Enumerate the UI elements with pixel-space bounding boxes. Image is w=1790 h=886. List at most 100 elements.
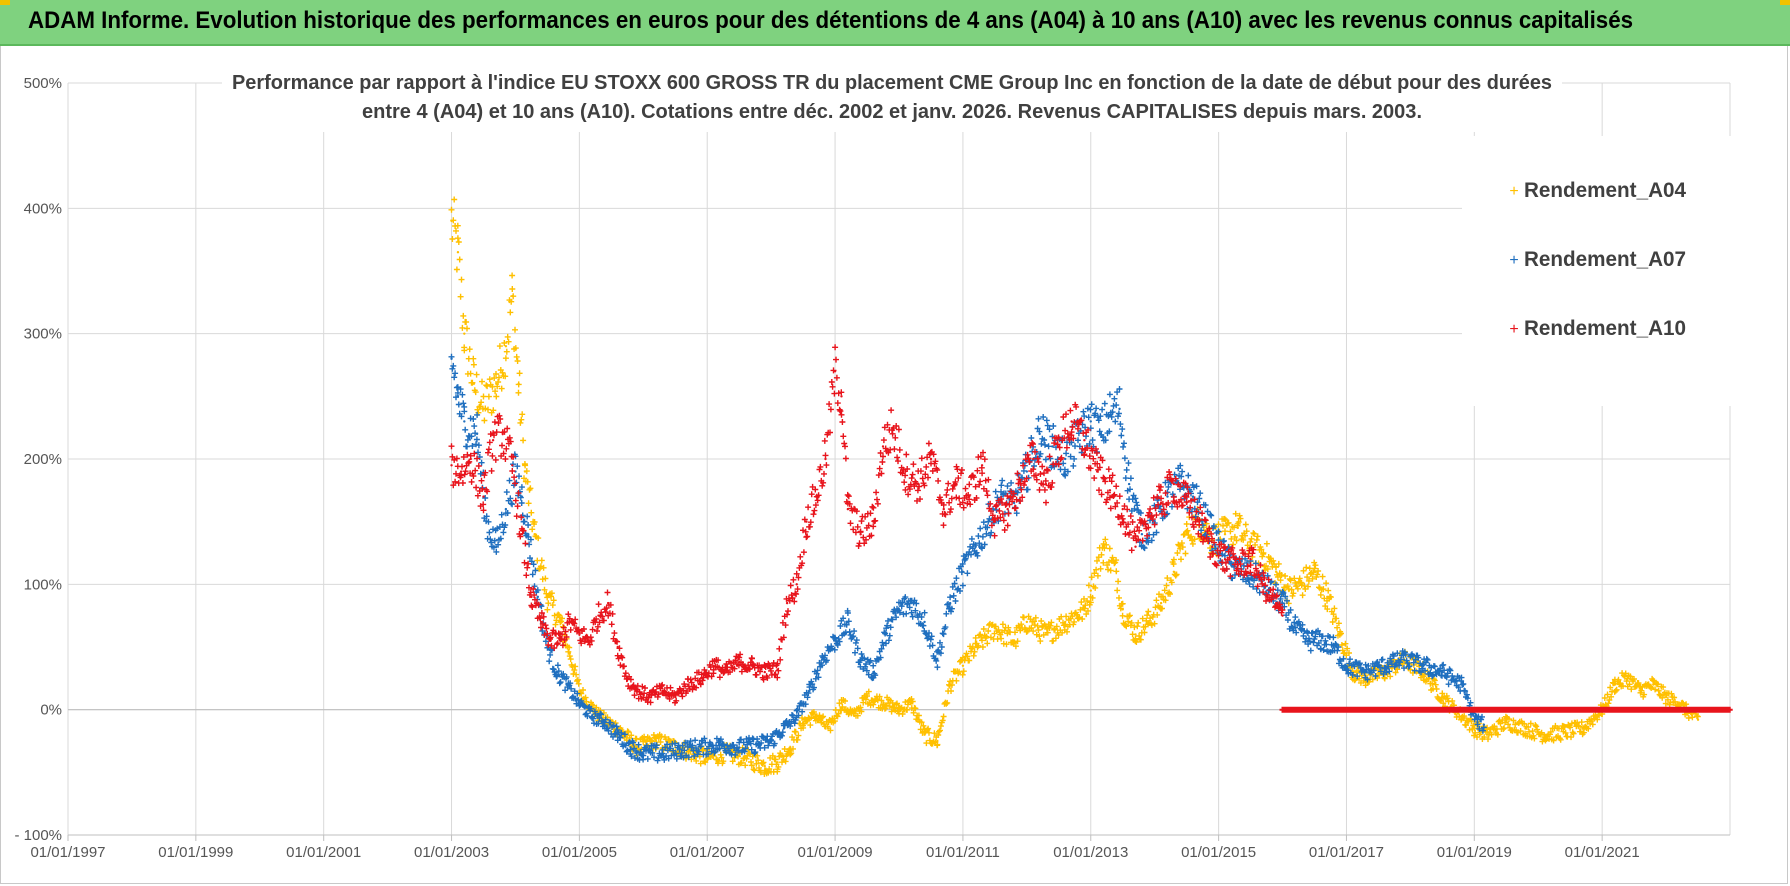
data-point <box>1025 620 1029 624</box>
series-rendement-a10-flat- <box>1279 706 1733 713</box>
data-point <box>1127 482 1131 486</box>
legend-label-a04: Rendement_A04 <box>1524 179 1686 202</box>
data-point <box>568 652 571 655</box>
data-point <box>504 507 508 511</box>
data-point <box>904 470 907 473</box>
data-point <box>590 714 594 718</box>
data-point <box>961 664 965 667</box>
data-point <box>1095 470 1099 473</box>
data-point <box>629 746 632 749</box>
x-tick-label: 01/01/2011 <box>926 844 1000 861</box>
data-point <box>923 620 926 624</box>
data-point <box>821 658 824 661</box>
data-point <box>504 345 508 348</box>
data-point <box>974 545 977 548</box>
x-tick-label: 01/01/2005 <box>542 844 617 861</box>
data-point <box>1076 439 1080 442</box>
data-point <box>463 420 466 423</box>
data-point <box>1121 507 1124 511</box>
data-point <box>1134 545 1137 548</box>
data-point <box>1185 501 1188 505</box>
data-point <box>923 733 926 736</box>
series-layer <box>448 196 1733 777</box>
data-point <box>1652 683 1655 686</box>
data-point <box>626 677 629 680</box>
legend-item-a04: + Rendement_A04 <box>1509 179 1686 202</box>
data-point <box>744 756 747 759</box>
data-point <box>814 714 818 718</box>
data-point <box>1019 482 1022 486</box>
data-point <box>559 620 562 624</box>
chart-title-background <box>222 60 1562 132</box>
data-point <box>1300 583 1303 586</box>
data-point <box>495 545 498 548</box>
data-point <box>587 639 591 642</box>
data-point <box>1581 727 1585 730</box>
x-tick-label: 01/01/2001 <box>286 844 361 861</box>
data-point <box>737 746 741 749</box>
legend-marker-a07: + <box>1509 252 1518 269</box>
series-markers <box>448 353 1487 764</box>
data-point <box>1505 721 1508 724</box>
data-point <box>1147 620 1150 624</box>
data-point <box>1108 489 1112 492</box>
data-point <box>814 495 818 498</box>
data-point <box>1562 731 1566 734</box>
data-point <box>1118 407 1121 411</box>
data-point <box>948 683 952 686</box>
data-point <box>872 520 875 523</box>
data-point <box>1236 526 1239 530</box>
legend-marker-a10: + <box>1509 321 1518 338</box>
data-point <box>897 708 901 711</box>
data-point <box>1102 545 1105 548</box>
data-point <box>872 670 875 674</box>
chart: - 100% 0% 100% 200% 300% 400% 500% 01/01/1997 01… <box>14 60 1733 861</box>
data-point <box>859 658 862 661</box>
data-point <box>1287 589 1291 592</box>
data-point <box>1032 457 1035 461</box>
series-rendement-a10 <box>448 344 1286 706</box>
data-point <box>929 457 933 461</box>
data-point <box>910 601 913 605</box>
data-point <box>987 520 990 523</box>
data-point <box>475 432 479 436</box>
data-point <box>616 733 619 736</box>
data-point <box>699 677 703 680</box>
data-point <box>824 457 827 461</box>
data-point <box>1294 627 1297 630</box>
data-point <box>910 702 913 705</box>
data-point <box>1281 601 1284 605</box>
data-point <box>1134 633 1137 636</box>
legend-label-a10: Rendement_A10 <box>1524 317 1686 340</box>
y-tick-label: 0% <box>40 702 62 719</box>
header-banner: ADAM Informe. Evolution historique des p… <box>0 0 1790 46</box>
data-point <box>1664 695 1668 699</box>
data-point <box>680 748 683 751</box>
y-tick-label: 400% <box>24 200 62 217</box>
data-point <box>1115 570 1118 573</box>
data-point <box>1473 727 1476 730</box>
data-point <box>980 464 984 467</box>
data-point <box>1402 658 1406 661</box>
data-point <box>1728 708 1732 711</box>
chart-title-line-2: entre 4 (A04) et 10 ans (A10). Cotations… <box>362 101 1422 123</box>
data-point <box>1524 727 1527 730</box>
data-point <box>936 739 939 743</box>
data-point <box>948 601 952 605</box>
series-rendement-a07 <box>448 353 1487 764</box>
data-point <box>597 614 600 617</box>
data-point <box>808 689 811 693</box>
data-point <box>1639 689 1642 693</box>
data-point <box>1006 507 1009 511</box>
legend-label-a07: Rendement_A07 <box>1524 248 1686 271</box>
data-point <box>520 533 524 536</box>
data-point <box>1057 445 1061 448</box>
data-point <box>1677 702 1681 705</box>
data-point <box>578 689 581 693</box>
data-point <box>1051 445 1054 448</box>
data-point <box>1064 457 1067 461</box>
legend-item-a07: + Rendement_A07 <box>1509 248 1686 271</box>
data-point <box>1613 683 1617 686</box>
data-point <box>1696 718 1700 721</box>
data-point <box>1485 733 1489 736</box>
